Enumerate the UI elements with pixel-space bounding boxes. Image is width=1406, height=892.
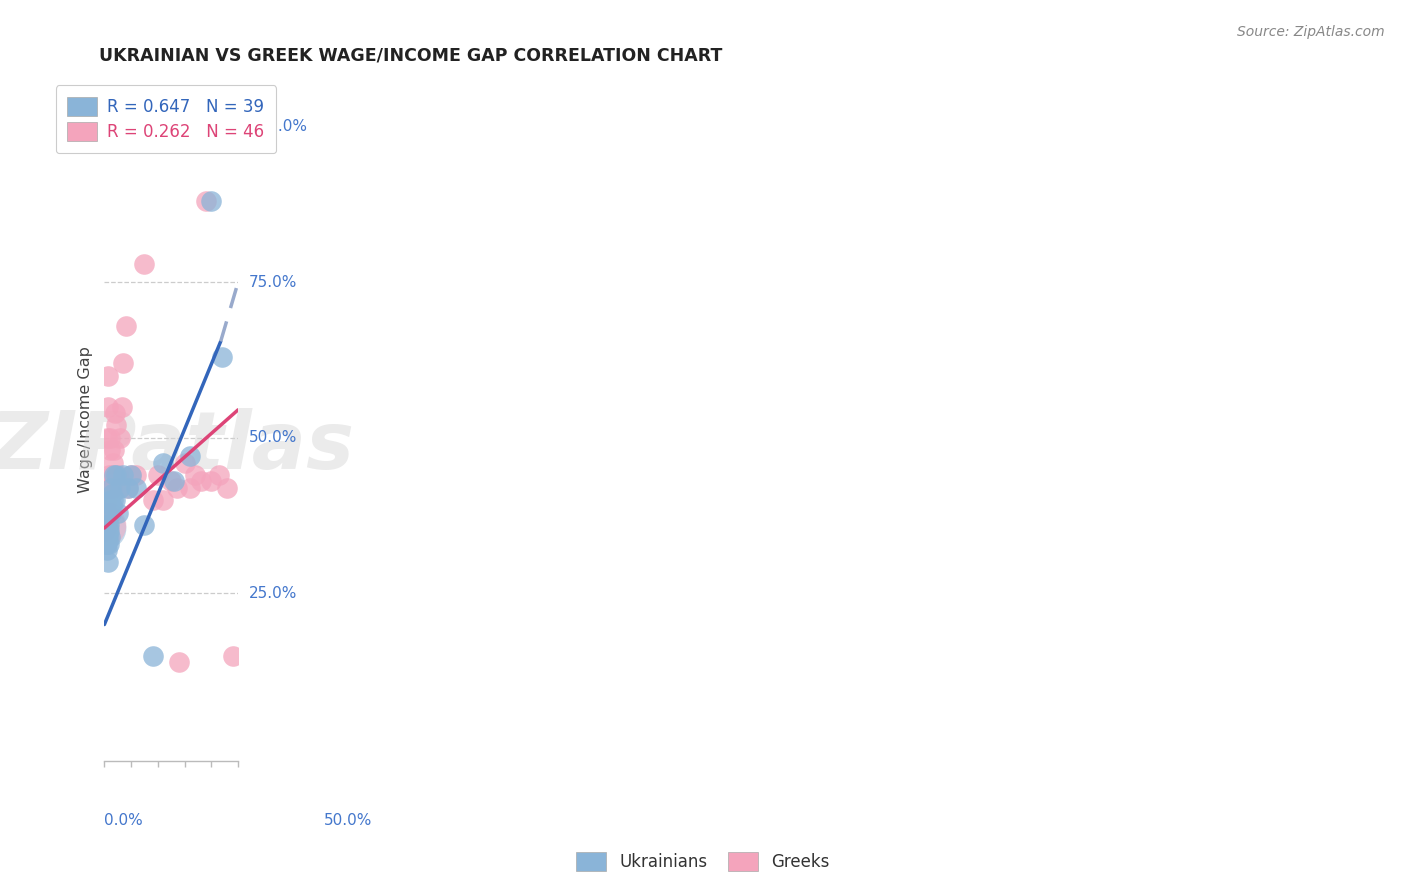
Point (108, 481, 131, 495)
Point (195, 194, 218, 209)
Point (94, 521, 117, 535)
Legend: R = 0.647   N = 39, R = 0.262   N = 46: R = 0.647 N = 39, R = 0.262 N = 46 (56, 86, 276, 153)
Point (98, 493, 121, 508)
Point (94, 524, 117, 538)
Point (98, 518, 121, 533)
Point (96, 431, 118, 445)
Point (103, 443, 125, 458)
Text: 50.0%: 50.0% (323, 813, 371, 828)
Point (160, 475, 183, 489)
Point (125, 468, 148, 483)
Point (94, 518, 117, 533)
Point (101, 500, 124, 514)
Point (94, 530, 117, 544)
Point (152, 456, 174, 470)
Point (120, 468, 142, 483)
Point (97, 555, 120, 569)
Point (96, 518, 118, 533)
Point (217, 481, 239, 495)
Point (166, 481, 188, 495)
Point (179, 481, 201, 495)
Point (97, 530, 120, 544)
Point (173, 456, 195, 470)
Point (97, 468, 120, 483)
Point (103, 456, 125, 470)
Point (114, 318, 136, 333)
Point (94, 506, 117, 520)
Point (200, 194, 222, 209)
Point (107, 468, 129, 483)
Point (141, 493, 163, 508)
Point (96, 530, 118, 544)
Point (97, 368, 120, 383)
Point (98, 443, 121, 458)
Text: 100.0%: 100.0% (249, 120, 307, 134)
Point (104, 493, 127, 508)
Point (112, 356, 135, 370)
Text: 0.0%: 0.0% (104, 813, 143, 828)
Point (103, 468, 125, 483)
Point (105, 468, 128, 483)
Point (96, 512, 118, 526)
Point (96, 542, 118, 557)
Point (117, 481, 139, 495)
Point (98, 530, 121, 544)
Point (134, 256, 156, 270)
Point (146, 468, 169, 483)
Point (152, 493, 174, 508)
Point (94, 536, 117, 550)
Point (100, 506, 122, 520)
Point (96, 524, 118, 538)
Point (110, 431, 132, 445)
Y-axis label: Wage/Income Gap: Wage/Income Gap (79, 346, 93, 492)
Point (104, 406, 127, 420)
Point (97, 524, 120, 538)
Point (107, 506, 129, 520)
Point (96, 506, 118, 520)
Point (98, 481, 121, 495)
Text: 50.0%: 50.0% (249, 430, 298, 445)
Point (120, 468, 142, 483)
Point (97, 518, 120, 533)
Point (211, 350, 233, 364)
Point (97, 524, 120, 538)
Point (98, 431, 121, 445)
Point (97, 506, 120, 520)
Point (222, 648, 245, 663)
Point (190, 475, 212, 489)
Point (97, 400, 120, 414)
Point (134, 518, 156, 533)
Legend: Ukrainians, Greeks: Ukrainians, Greeks (568, 843, 838, 880)
Point (101, 487, 124, 501)
Point (110, 481, 132, 495)
Point (94, 518, 117, 533)
Point (96, 493, 118, 508)
Point (105, 418, 128, 433)
Point (100, 481, 122, 495)
Point (179, 450, 201, 464)
Point (125, 481, 148, 495)
Point (200, 475, 222, 489)
Point (101, 468, 124, 483)
Point (167, 655, 190, 669)
Point (100, 481, 122, 495)
Text: 25.0%: 25.0% (249, 586, 298, 601)
Point (100, 506, 122, 520)
Point (103, 493, 125, 508)
Point (112, 468, 135, 483)
Point (208, 468, 231, 483)
Point (98, 536, 121, 550)
Point (96, 481, 118, 495)
Point (141, 648, 163, 663)
Text: UKRAINIAN VS GREEK WAGE/INCOME GAP CORRELATION CHART: UKRAINIAN VS GREEK WAGE/INCOME GAP CORRE… (98, 46, 723, 64)
Point (117, 481, 139, 495)
Point (96, 536, 118, 550)
Point (163, 475, 186, 489)
Point (184, 468, 207, 483)
Text: Source: ZipAtlas.com: Source: ZipAtlas.com (1237, 25, 1385, 39)
Point (111, 400, 134, 414)
Point (94, 518, 117, 533)
Text: 75.0%: 75.0% (249, 275, 298, 290)
Text: ZIPatlas: ZIPatlas (0, 408, 354, 485)
